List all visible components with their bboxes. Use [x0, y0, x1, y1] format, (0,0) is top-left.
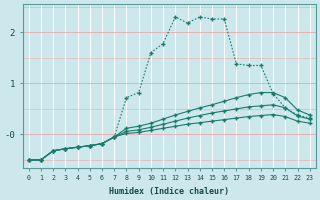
X-axis label: Humidex (Indice chaleur): Humidex (Indice chaleur)	[109, 187, 229, 196]
